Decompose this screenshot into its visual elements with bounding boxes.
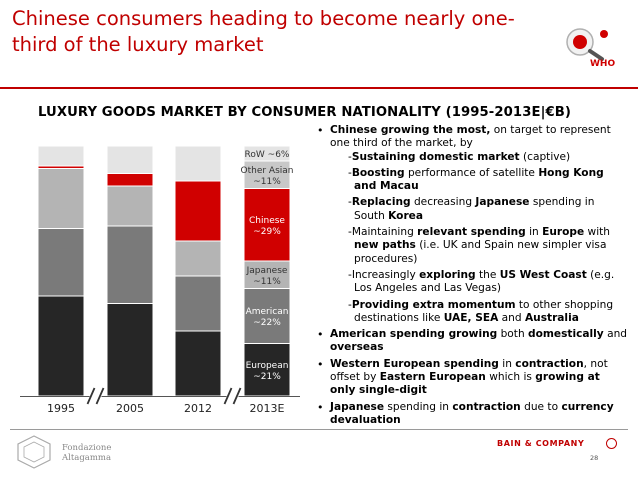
bar-japanese-1995 bbox=[37, 168, 85, 229]
chart-title: LUXURY GOODS MARKET BY CONSUMER NATIONAL… bbox=[38, 105, 572, 120]
axis-break-gap bbox=[89, 392, 102, 401]
sub-bullet: -Providing extra momentum to other shopp… bbox=[348, 298, 614, 324]
bar-european-2005 bbox=[106, 303, 154, 397]
bar-japanese-2013e bbox=[243, 260, 291, 289]
bar-chinese-2012 bbox=[174, 180, 222, 242]
sub-bullet: -Maintaining relevant spending in Europe… bbox=[348, 226, 611, 265]
who-logo: WHO bbox=[566, 28, 615, 68]
x-tick-label: 2013E bbox=[250, 402, 285, 415]
stacked-bar-chart: 1995 2005 2012 European~21% American~22% Japa… bbox=[20, 145, 300, 415]
fondazione-name: Fondazione Altagamma bbox=[62, 443, 112, 463]
x-tick-label: 1995 bbox=[47, 402, 75, 415]
axis-break-mark bbox=[232, 387, 242, 405]
data-label: Chinese bbox=[249, 216, 285, 226]
bullet-chinese-lead: Chinese growing the most, bbox=[330, 124, 491, 136]
axis-break-mark bbox=[86, 387, 96, 405]
data-label: ~11% bbox=[253, 177, 281, 187]
bar-row-2013e bbox=[243, 145, 291, 162]
data-label: ~22% bbox=[253, 318, 281, 328]
page-number: 28 bbox=[590, 454, 599, 462]
bar-row-2012 bbox=[174, 145, 222, 182]
sub-bullet: -Boosting performance of satellite Hong … bbox=[348, 166, 604, 193]
data-label: Japanese bbox=[246, 266, 288, 276]
data-label: ~21% bbox=[253, 372, 281, 382]
data-label: ~11% bbox=[253, 277, 281, 287]
axis-break-mark bbox=[95, 387, 105, 405]
bar-row-1995 bbox=[37, 145, 85, 167]
bar-row-2005 bbox=[106, 145, 154, 174]
sub-bullet: -Sustaining domestic market (captive) bbox=[348, 150, 571, 163]
axis-break-mark bbox=[223, 387, 233, 405]
data-label: RoW ~6% bbox=[245, 150, 290, 160]
footer-divider bbox=[10, 429, 628, 430]
bar-american-2012 bbox=[174, 275, 222, 332]
data-label: ~29% bbox=[253, 227, 281, 237]
bar-european-2013e bbox=[243, 343, 291, 397]
magnifier-lens-icon bbox=[573, 35, 587, 49]
x-tick-label: 2012 bbox=[184, 402, 212, 415]
bar-other-asian-2013e bbox=[243, 160, 291, 189]
fondazione-logo bbox=[17, 435, 51, 469]
title-divider bbox=[0, 87, 638, 89]
x-tick-label: 2005 bbox=[116, 402, 144, 415]
bain-logo-icon bbox=[606, 438, 617, 449]
sub-bullet: -Increasingly exploring the US West Coas… bbox=[348, 268, 615, 295]
bar-american-2005 bbox=[106, 225, 154, 304]
bar-japanese-2005 bbox=[106, 185, 154, 227]
bullet-european: • Western European spending in contractio… bbox=[317, 357, 608, 397]
bar-european-2012 bbox=[174, 330, 222, 397]
sub-bullet: -Replacing decreasing Japanese spending … bbox=[348, 196, 595, 222]
bar-european-1995 bbox=[37, 295, 85, 397]
bullet-chinese: • Chinese growing the most, on target to… bbox=[316, 124, 628, 325]
data-label: Other Asian bbox=[241, 166, 294, 176]
who-logo-text: WHO bbox=[590, 59, 615, 68]
data-label: European bbox=[246, 361, 289, 371]
bain-brand: BAIN & COMPANY bbox=[497, 439, 585, 448]
bar-japanese-2012 bbox=[174, 240, 222, 277]
data-label: American bbox=[246, 307, 289, 317]
bar-american-1995 bbox=[37, 228, 85, 297]
bar-american-2013e bbox=[243, 288, 291, 344]
fondazione-emblem-icon bbox=[17, 435, 51, 469]
commentary: • Chinese growing the most, on target to… bbox=[316, 124, 628, 430]
bullet-japanese: • Japanese spending in contraction due to… bbox=[317, 400, 614, 426]
bullet-american: • American spending growing both domestic… bbox=[317, 328, 628, 354]
bar-chinese-2005 bbox=[106, 173, 154, 187]
axis-break-gap bbox=[226, 392, 239, 401]
slide-title: Chinese consumers heading to become near… bbox=[12, 7, 515, 56]
